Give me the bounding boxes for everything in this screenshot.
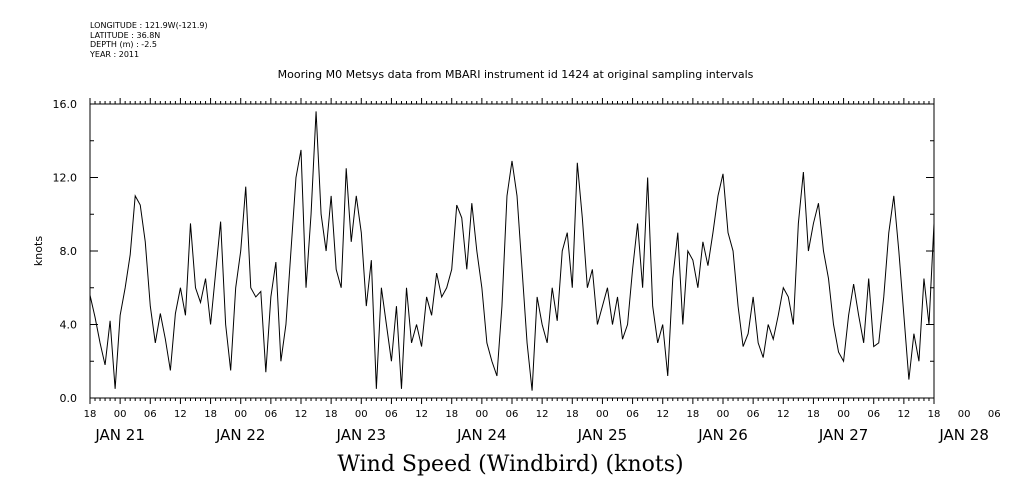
x-day-label: JAN 23 [336, 426, 387, 444]
x-hour-label: 18 [928, 409, 941, 420]
x-hour-label: 12 [174, 409, 187, 420]
x-hour-label: 06 [144, 409, 157, 420]
x-hour-label: 18 [566, 409, 579, 420]
x-hour-label: 00 [958, 409, 971, 420]
year-text: YEAR : 2011 [90, 49, 140, 59]
x-hour-label: 06 [747, 409, 760, 420]
x-hour-label: 00 [596, 409, 609, 420]
x-hour-label: 00 [475, 409, 488, 420]
x-hour-label: 18 [84, 409, 97, 420]
x-day-label: JAN 28 [938, 426, 989, 444]
x-day-label: JAN 27 [818, 426, 869, 444]
latitude-text: LATITUDE : 36.8N [90, 30, 161, 40]
x-hour-label: 00 [234, 409, 247, 420]
x-hour-label: 00 [837, 409, 850, 420]
x-hour-label: 12 [536, 409, 549, 420]
longitude-text: LONGITUDE : 121.9W(-121.9) [90, 21, 208, 30]
x-hour-label: 18 [204, 409, 217, 420]
x-hour-label: 12 [295, 409, 308, 420]
x-hour-label: 18 [686, 409, 699, 420]
x-day-label: JAN 22 [215, 426, 266, 444]
wind-speed-series-line [89, 111, 935, 391]
chart-title: Mooring M0 Metsys data from MBARI instru… [277, 68, 754, 81]
x-hour-label: 18 [325, 409, 338, 420]
y-tick-label: 4.0 [60, 319, 78, 332]
x-hour-label: 06 [264, 409, 277, 420]
x-hour-label: 12 [777, 409, 790, 420]
metadata-block: LONGITUDE : 121.9W(-121.9) LATITUDE : 36… [90, 21, 208, 59]
x-hour-label: 06 [385, 409, 398, 420]
y-tick-label: 12.0 [53, 172, 78, 185]
x-hour-label: 12 [415, 409, 428, 420]
x-hour-label: 18 [445, 409, 458, 420]
x-day-label: JAN 26 [697, 426, 748, 444]
depth-text: DEPTH (m) : -2.5 [90, 40, 157, 49]
y-axis-label: knots [32, 236, 45, 266]
x-hour-label: 12 [897, 409, 910, 420]
x-hour-label: 00 [114, 409, 127, 420]
x-hour-label: 00 [717, 409, 730, 420]
y-tick-label: 16.0 [53, 98, 78, 111]
plot-frame [89, 103, 935, 399]
x-hour-label: 18 [807, 409, 820, 420]
x-hour-label: 12 [656, 409, 669, 420]
x-day-label: JAN 21 [94, 426, 145, 444]
y-tick-label: 0.0 [60, 392, 78, 405]
y-tick-label: 8.0 [60, 245, 78, 258]
x-hour-label: 06 [988, 409, 1001, 420]
chart-caption: Wind Speed (Windbird) (knots) [337, 452, 684, 477]
x-hour-label: 06 [506, 409, 519, 420]
x-hour-label: 06 [867, 409, 880, 420]
x-day-label: JAN 24 [456, 426, 507, 444]
x-day-label: JAN 25 [577, 426, 628, 444]
x-hour-label: 00 [355, 409, 368, 420]
x-hour-label: 06 [626, 409, 639, 420]
